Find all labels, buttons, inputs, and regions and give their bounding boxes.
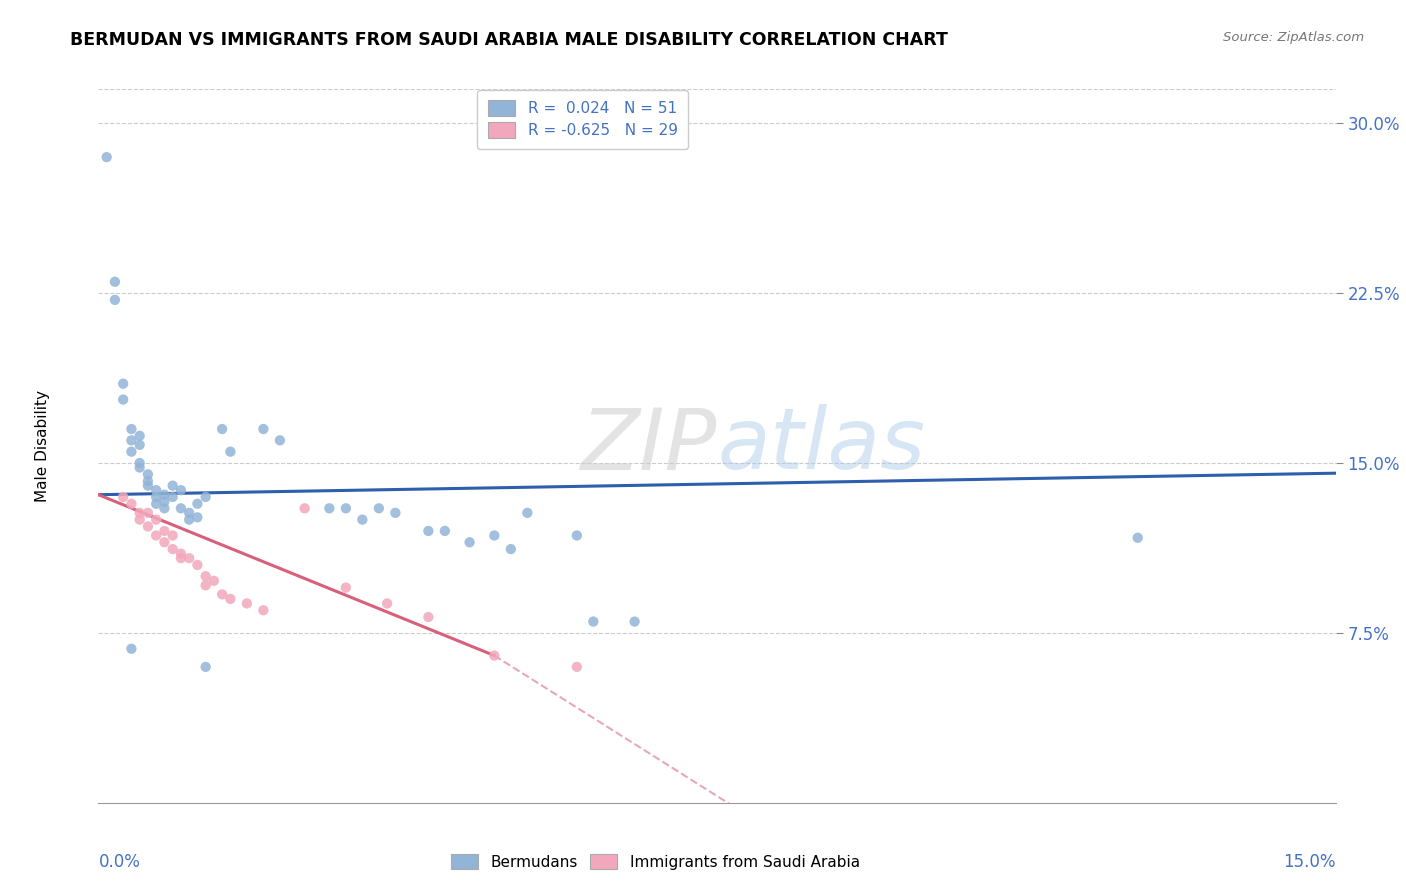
Point [194,660,217,674]
Point [120,422,142,436]
Point [236,597,259,611]
Point [136,519,159,533]
Point [128,429,150,443]
Point [128,506,150,520]
Point [170,483,193,498]
Point [162,490,184,504]
Point [565,528,588,542]
Point [145,490,167,504]
Point [186,510,208,524]
Point [136,474,159,488]
Point [153,488,176,502]
Point [375,597,398,611]
Point [162,478,184,492]
Point [565,660,588,674]
Point [128,456,150,470]
Point [1126,531,1149,545]
Point [104,275,127,289]
Point [145,483,167,498]
Point [499,542,522,557]
Point [179,506,201,520]
Point [128,438,150,452]
Point [179,551,201,566]
Point [335,581,357,595]
Point [145,497,167,511]
Point [516,506,538,520]
Point [153,535,176,549]
Point [219,591,242,606]
Point [112,490,135,504]
Point [194,578,217,592]
Point [484,648,506,663]
Point [153,494,176,508]
Point [162,528,184,542]
Point [170,547,193,561]
Point [136,467,159,482]
Point [170,501,193,516]
Point [384,506,406,520]
Point [186,558,208,572]
Point [186,497,208,511]
Point [120,434,142,448]
Point [128,513,150,527]
Text: BERMUDAN VS IMMIGRANTS FROM SAUDI ARABIA MALE DISABILITY CORRELATION CHART: BERMUDAN VS IMMIGRANTS FROM SAUDI ARABIA… [70,31,948,49]
Y-axis label: Male Disability: Male Disability [35,390,51,502]
Text: Source: ZipAtlas.com: Source: ZipAtlas.com [1223,31,1364,45]
Point [418,610,440,624]
Point [252,603,274,617]
Point [120,497,142,511]
Point [211,587,233,601]
Point [179,513,201,527]
Point [96,150,118,164]
Point [145,513,167,527]
Point [202,574,225,588]
Point [484,528,506,542]
Point [318,501,340,516]
Point [367,501,389,516]
Point [112,376,135,391]
Text: 15.0%: 15.0% [1284,853,1336,871]
Point [120,641,142,656]
Point [194,569,217,583]
Point [252,422,274,436]
Text: ZIP: ZIP [581,404,717,488]
Point [136,506,159,520]
Point [104,293,127,307]
Legend: Bermudans, Immigrants from Saudi Arabia: Bermudans, Immigrants from Saudi Arabia [443,846,868,877]
Point [211,422,233,436]
Point [269,434,291,448]
Point [128,460,150,475]
Point [153,524,176,538]
Point [335,501,357,516]
Point [112,392,135,407]
Point [120,444,142,458]
Point [582,615,605,629]
Point [162,542,184,557]
Point [219,444,242,458]
Point [136,478,159,492]
Point [352,513,374,527]
Text: atlas: atlas [717,404,925,488]
Point [418,524,440,538]
Point [433,524,456,538]
Point [170,551,193,566]
Point [153,501,176,516]
Point [194,490,217,504]
Text: 0.0%: 0.0% [98,853,141,871]
Point [623,615,645,629]
Point [458,535,481,549]
Point [294,501,316,516]
Point [145,528,167,542]
